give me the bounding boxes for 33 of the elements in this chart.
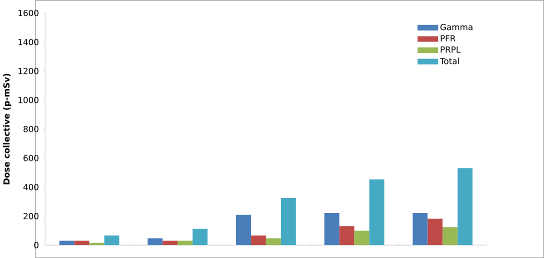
bar	[442, 227, 458, 246]
bar	[162, 240, 178, 246]
y-tick-label: 200	[24, 212, 38, 220]
bar	[324, 212, 340, 246]
bar	[266, 238, 281, 246]
legend-label: Gamma	[440, 24, 472, 30]
y-tick-label: 0	[34, 242, 38, 248]
bar	[280, 198, 296, 246]
bar	[412, 212, 428, 246]
bar	[104, 235, 120, 246]
y-tick-label: 1400	[18, 38, 38, 46]
bar	[354, 230, 370, 246]
y-tick-label: 400	[23, 184, 38, 190]
y-axis-title: Dose collective (p-mSv)	[3, 74, 12, 184]
legend-label: PFR	[440, 35, 456, 42]
legend-label: Total	[440, 58, 459, 64]
y-tick-label: 600	[24, 154, 38, 162]
bar	[192, 228, 208, 246]
y-tick-label: 1600	[18, 10, 38, 16]
bar	[148, 238, 163, 246]
bar	[250, 235, 266, 246]
bar	[339, 226, 354, 246]
y-tick-label: 1000	[18, 96, 38, 104]
bar	[74, 240, 90, 246]
bar	[59, 240, 74, 246]
y-tick-label: 800	[24, 126, 38, 132]
bar	[236, 214, 251, 246]
y-tick-label: 1200	[18, 68, 38, 74]
bar	[428, 218, 443, 246]
bar	[178, 240, 193, 246]
legend-label: PRPL	[440, 46, 461, 53]
bar	[369, 179, 384, 246]
bar	[458, 168, 473, 246]
